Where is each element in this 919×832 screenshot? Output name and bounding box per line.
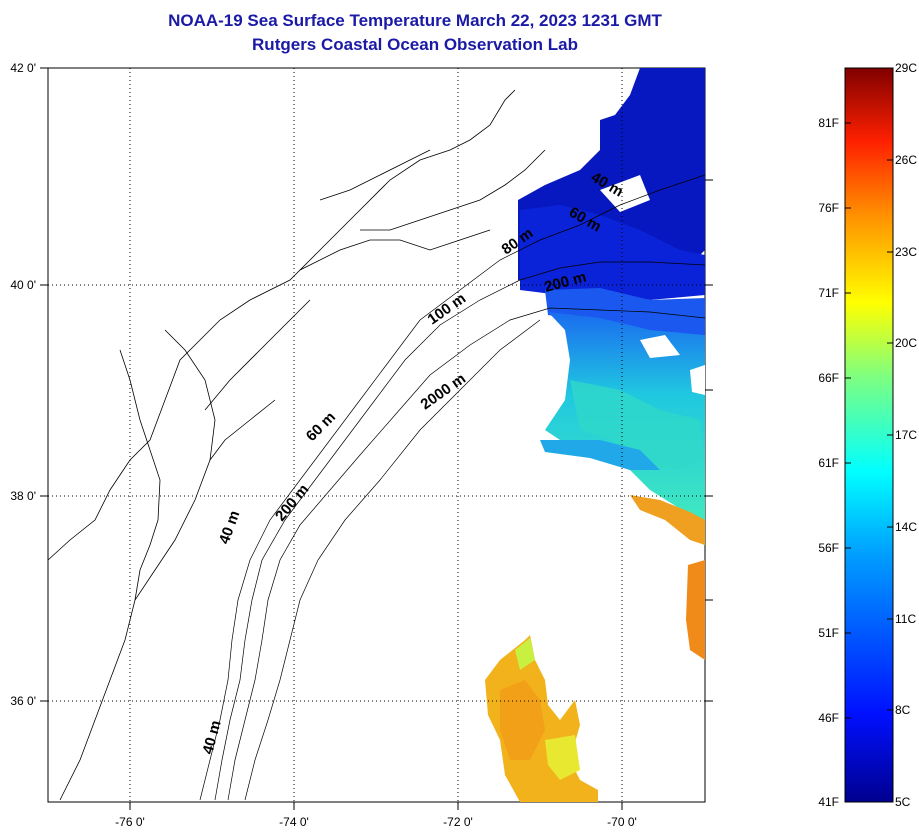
colorbar-c-label: 8C (895, 703, 911, 717)
colorbar-f-label: 61F (818, 456, 839, 470)
lat-tick-label: 42 0' (10, 61, 36, 75)
colorbar-c-label: 11C (895, 612, 916, 626)
lat-tick-label: 38 0' (10, 489, 36, 503)
lat-tick-label: 40 0' (10, 278, 36, 292)
colorbar-c-label: 26C (895, 153, 917, 167)
map-title: NOAA-19 Sea Surface Temperature March 22… (168, 11, 662, 30)
lon-tick-label: -76 0' (115, 815, 145, 829)
colorbar-f-label: 76F (818, 201, 839, 215)
coastline (48, 89, 546, 801)
colorbar-f-label: 56F (818, 541, 839, 555)
lon-tick-label: -70 0' (607, 815, 637, 829)
colorbar-f-label: 81F (818, 116, 839, 130)
colorbar-ticks (845, 122, 893, 719)
colorbar-c-label: 23C (895, 245, 917, 259)
colorbar-f-label: 46F (818, 711, 839, 725)
colorbar-c-label: 5C (895, 795, 911, 809)
lon-tick-label: -74 0' (279, 815, 309, 829)
bathymetry-contours (199, 174, 705, 801)
colorbar-f-label: 66F (818, 371, 839, 385)
colorbar-c-label: 20C (895, 336, 917, 350)
colorbar-f-label: 41F (818, 795, 839, 809)
colorbar-c-label: 29C (895, 61, 917, 75)
axis-ticks (40, 67, 713, 810)
colorbar-f-label: 71F (818, 286, 839, 300)
map-subtitle: Rutgers Coastal Ocean Observation Lab (252, 35, 578, 54)
colorbar-c-label: 14C (895, 520, 917, 534)
colorbar-c-label: 17C (895, 428, 917, 442)
lon-tick-label: -72 0' (443, 815, 473, 829)
lat-tick-label: 36 0' (10, 694, 36, 708)
colorbar (844, 67, 894, 803)
colorbar-f-label: 51F (818, 626, 839, 640)
graticule (48, 68, 705, 802)
